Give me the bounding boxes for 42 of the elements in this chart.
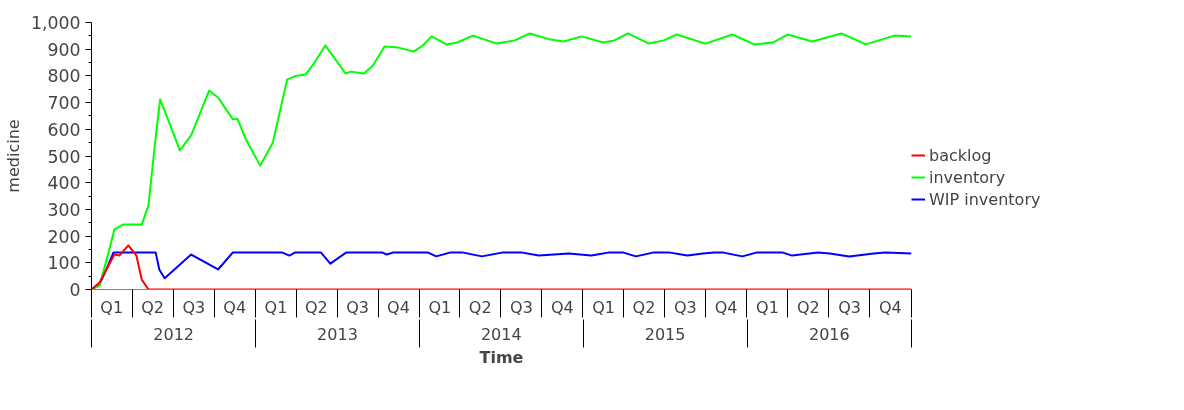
x-tick-label: Q4 <box>387 297 410 317</box>
x-tick-label: Q1 <box>756 297 779 317</box>
y-tick-label: 600 <box>47 119 81 140</box>
legend-label: backlog <box>929 145 992 165</box>
y-tick-label: 800 <box>47 66 81 87</box>
x-tick-label: Q3 <box>838 297 861 317</box>
y-tick-label: 500 <box>47 146 81 167</box>
x-tick-label: Q3 <box>182 297 206 317</box>
x-tick-label: Q1 <box>592 297 615 317</box>
x-tick-label: Q1 <box>264 297 288 317</box>
x2-tick-label: 2013 <box>317 324 358 344</box>
legend-label: inventory <box>929 167 1006 187</box>
x-tick-label: Q3 <box>673 297 697 317</box>
y-tick-label: 100 <box>47 253 81 274</box>
x-tick-label: Q2 <box>632 297 656 317</box>
y-tick-label: 1,000 <box>30 13 81 33</box>
y-axis-title: medicine <box>3 119 23 193</box>
x-tick-label: Q3 <box>510 297 533 317</box>
x-tick-label: Q4 <box>550 297 574 317</box>
x-axis-title: Time <box>479 347 524 367</box>
line-series <box>91 32 912 290</box>
x2-tick-label: 2015 <box>644 324 686 344</box>
legend-label: WIP inventory <box>929 189 1041 209</box>
x2-tick-label: 2012 <box>153 324 194 344</box>
x-tick-label: Q1 <box>100 297 124 317</box>
y-tick-label: 300 <box>47 199 81 220</box>
y-tick-label: 0 <box>69 280 81 300</box>
x-tick-label: Q4 <box>879 297 902 317</box>
y-tick-label: 400 <box>47 173 81 194</box>
x-tick-label: Q2 <box>304 297 328 317</box>
y-tick-label: 900 <box>47 39 81 60</box>
y-tick-label: 200 <box>47 226 81 247</box>
x-tick-label: Q2 <box>468 297 492 317</box>
x-tick-label: Q2 <box>141 297 164 317</box>
y-tick-label: 700 <box>47 93 81 114</box>
x-tick-label: Q2 <box>796 297 820 317</box>
x-tick-label: Q4 <box>223 297 247 317</box>
x-tick-label: Q4 <box>714 297 738 317</box>
x2-tick-label: 2016 <box>809 324 850 344</box>
x-tick-label: Q3 <box>346 297 370 317</box>
x-tick-label: Q1 <box>428 297 452 317</box>
x2-tick-label: 2014 <box>480 324 522 344</box>
